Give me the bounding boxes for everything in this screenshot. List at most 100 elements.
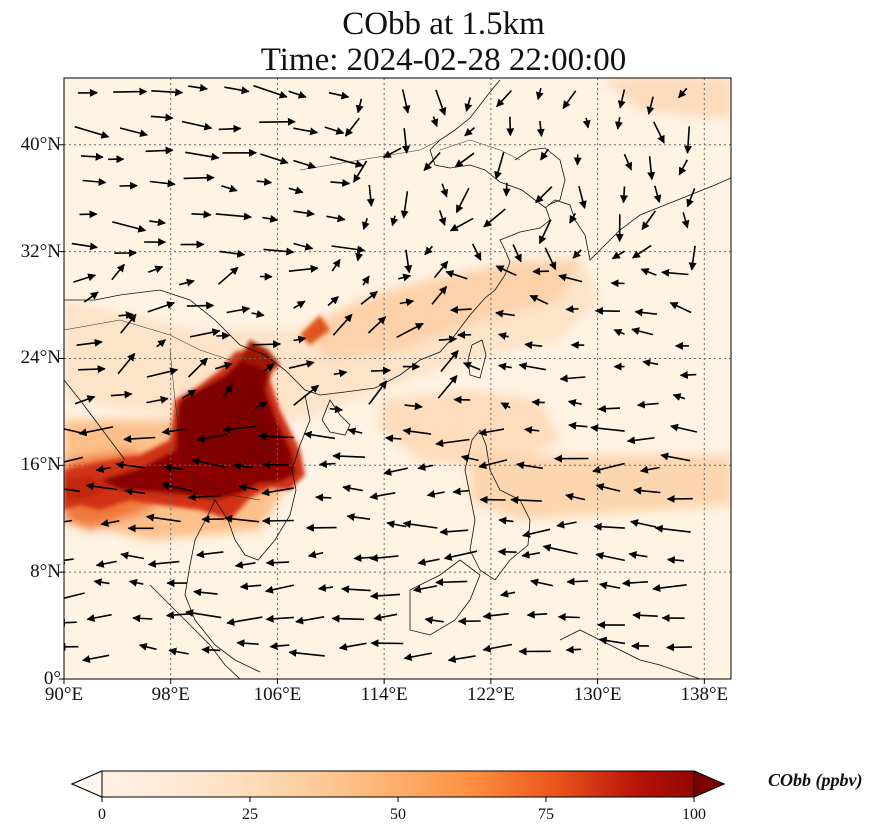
colorbar-label: CObb (ppbv): [768, 770, 863, 790]
wind-arrow: [120, 551, 145, 560]
wind-arrow: [317, 583, 334, 592]
wind-arrow: [265, 584, 294, 594]
wind-arrow: [315, 493, 332, 502]
wind-arrow: [262, 214, 279, 223]
wind-arrow: [683, 126, 692, 154]
wind-arrow: [403, 652, 432, 661]
wind-arrow: [524, 426, 540, 435]
lon-tick-label: 98°E: [151, 684, 190, 705]
lon-tick-label: 114°E: [360, 684, 408, 705]
wind-arrow: [681, 212, 690, 229]
wind-arrow: [593, 522, 625, 531]
wind-arrow: [193, 588, 218, 597]
wind-arrow: [119, 127, 148, 138]
lat-tick-label: 16°N: [20, 454, 61, 476]
wind-arrow: [404, 249, 413, 274]
wind-arrow: [679, 370, 697, 379]
wind-vectors: [64, 83, 698, 664]
wind-arrow: [610, 279, 625, 288]
wind-arrow: [535, 87, 544, 101]
wind-arrow: [85, 482, 118, 491]
wind-arrow: [630, 519, 657, 528]
wind-arrow: [614, 117, 623, 130]
wind-arrow: [558, 273, 583, 283]
wind-arrow: [293, 242, 314, 251]
wind-arrow: [424, 616, 444, 625]
wind-arrow: [95, 560, 117, 568]
wind-arrow: [672, 393, 686, 401]
wind-arrow: [181, 389, 197, 400]
wind-arrow: [623, 153, 633, 171]
wind-arrow: [397, 273, 412, 282]
wind-arrow: [263, 247, 295, 256]
wind-arrow: [450, 305, 472, 314]
wind-arrow: [670, 423, 698, 433]
wind-arrow: [288, 648, 325, 657]
wind-arrow: [95, 465, 111, 473]
wind-arrow: [396, 322, 424, 339]
wind-arrow: [120, 313, 137, 334]
wind-arrow: [544, 247, 557, 271]
wind-arrow: [74, 395, 96, 405]
wind-arrow: [435, 89, 447, 116]
wind-arrow: [80, 152, 104, 161]
wind-arrow: [73, 273, 97, 283]
wind-arrow: [611, 250, 625, 260]
wind-arrow: [641, 210, 656, 231]
wind-arrow: [595, 483, 621, 492]
wind-arrow: [445, 270, 468, 280]
wind-arrow: [634, 308, 658, 317]
wind-arrow: [76, 338, 103, 347]
wind-arrow: [338, 642, 367, 651]
wind-arrow: [342, 484, 363, 493]
wind-arrow: [123, 434, 156, 443]
wind-arrow: [254, 401, 268, 410]
wind-arrow: [452, 487, 469, 496]
wind-arrow: [536, 120, 545, 137]
wind-arrow: [128, 578, 144, 587]
wind-arrow: [402, 128, 411, 154]
wind-arrow: [652, 584, 687, 593]
wind-arrow: [443, 550, 478, 561]
wind-arrow: [115, 461, 146, 469]
wind-arrow: [333, 369, 348, 378]
wind-arrow: [619, 186, 628, 204]
wind-arrow: [500, 589, 516, 598]
wind-arrow: [617, 89, 626, 109]
wind-arrow: [224, 86, 250, 95]
wind-arrow: [526, 610, 548, 619]
wind-arrow: [498, 516, 514, 525]
wind-arrow: [163, 463, 184, 472]
wind-arrow: [494, 151, 505, 180]
wind-arrow: [516, 461, 543, 470]
wind-arrow: [455, 187, 470, 214]
wind-arrow: [440, 183, 449, 198]
wind-arrow: [188, 83, 208, 92]
wind-arrow: [369, 554, 399, 562]
wind-arrow: [168, 647, 189, 656]
wind-arrow: [460, 454, 479, 463]
wind-arrow: [518, 362, 546, 371]
wind-arrow: [64, 517, 73, 526]
lat-tick-label: 40°N: [20, 133, 61, 155]
wind-arrow: [385, 434, 402, 443]
wind-arrow: [145, 146, 174, 155]
wind-arrow: [146, 395, 169, 404]
wind-arrow: [535, 186, 553, 204]
lat-tick-label: 24°N: [20, 347, 61, 369]
wind-arrow: [471, 243, 482, 261]
wind-arrow: [666, 556, 685, 565]
wind-arrow: [353, 554, 373, 563]
wind-arrow: [360, 290, 378, 305]
wind-arrow: [362, 218, 370, 231]
wind-arrow: [582, 117, 591, 129]
wind-arrow: [557, 613, 580, 622]
wind-arrow: [150, 113, 174, 122]
wind-arrow: [653, 185, 662, 204]
wind-arrow: [251, 310, 265, 318]
wind-arrow: [185, 151, 220, 161]
wind-arrow: [239, 582, 262, 591]
lon-tick-label: 90°E: [44, 684, 84, 705]
wind-arrow: [370, 591, 401, 600]
wind-arrow: [100, 519, 120, 527]
